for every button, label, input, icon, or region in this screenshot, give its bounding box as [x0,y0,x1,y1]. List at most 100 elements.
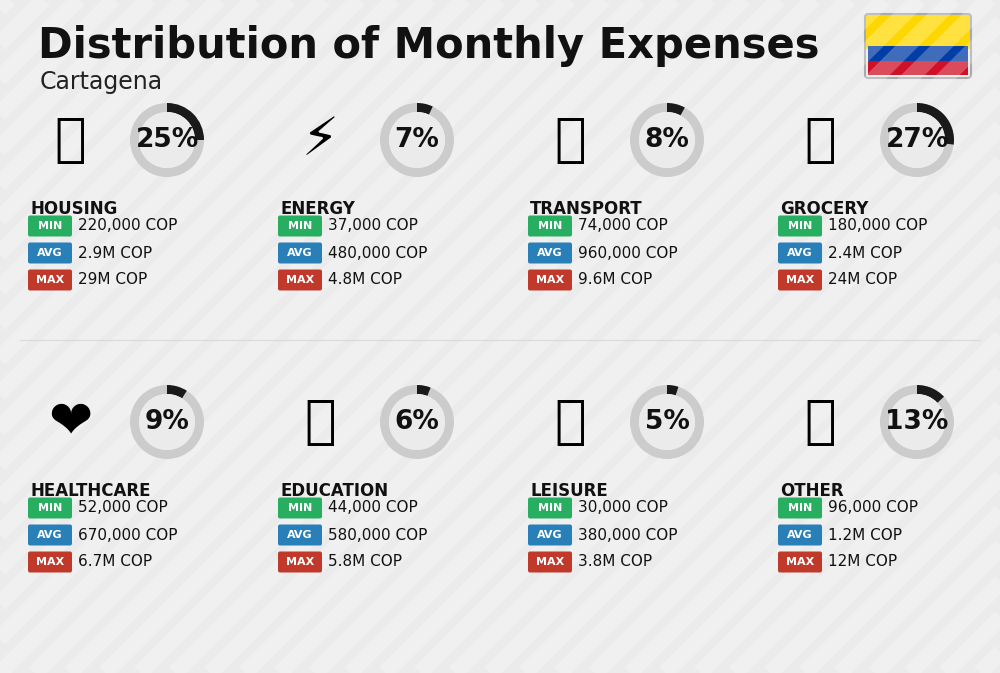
Wedge shape [130,385,204,459]
FancyBboxPatch shape [28,242,72,264]
Wedge shape [630,385,704,459]
Wedge shape [130,103,204,177]
Text: 9%: 9% [145,409,189,435]
Text: 9.6M COP: 9.6M COP [578,273,652,287]
Text: AVG: AVG [537,248,563,258]
FancyBboxPatch shape [778,215,822,236]
Circle shape [139,112,195,168]
Text: EDUCATION: EDUCATION [280,482,388,500]
FancyBboxPatch shape [528,524,572,546]
Text: 8%: 8% [645,127,689,153]
Text: 1.2M COP: 1.2M COP [828,528,902,542]
Wedge shape [880,103,954,177]
Text: 6%: 6% [395,409,439,435]
Text: 480,000 COP: 480,000 COP [328,246,427,260]
Text: 🛍: 🛍 [554,396,586,448]
Wedge shape [417,103,433,114]
Text: MAX: MAX [786,275,814,285]
Wedge shape [667,385,678,395]
Text: MAX: MAX [286,275,314,285]
Text: 25%: 25% [135,127,199,153]
Text: 220,000 COP: 220,000 COP [78,219,177,234]
Text: MIN: MIN [788,221,812,231]
Wedge shape [630,103,704,177]
Text: 37,000 COP: 37,000 COP [328,219,418,234]
Text: 52,000 COP: 52,000 COP [78,501,168,516]
Text: AVG: AVG [787,530,813,540]
Text: AVG: AVG [287,248,313,258]
Text: MAX: MAX [36,275,64,285]
Text: 670,000 COP: 670,000 COP [78,528,178,542]
Text: MIN: MIN [38,221,62,231]
FancyBboxPatch shape [778,497,822,518]
FancyBboxPatch shape [28,551,72,573]
Text: ❤: ❤ [48,396,92,448]
Wedge shape [167,385,187,398]
FancyBboxPatch shape [28,269,72,291]
FancyBboxPatch shape [778,551,822,573]
Text: 960,000 COP: 960,000 COP [578,246,678,260]
Text: 🚌: 🚌 [554,114,586,166]
Circle shape [639,112,695,168]
Text: HEALTHCARE: HEALTHCARE [30,482,150,500]
Text: AVG: AVG [537,530,563,540]
Text: 580,000 COP: 580,000 COP [328,528,427,542]
Text: ENERGY: ENERGY [280,200,355,218]
Text: MIN: MIN [538,221,562,231]
Wedge shape [917,385,944,403]
Text: TRANSPORT: TRANSPORT [530,200,643,218]
Text: HOUSING: HOUSING [30,200,117,218]
FancyBboxPatch shape [528,269,572,291]
Text: 30,000 COP: 30,000 COP [578,501,668,516]
Text: AVG: AVG [37,530,63,540]
Text: MIN: MIN [788,503,812,513]
Text: MIN: MIN [288,221,312,231]
Text: 4.8M COP: 4.8M COP [328,273,402,287]
Wedge shape [167,103,204,140]
Text: 29M COP: 29M COP [78,273,147,287]
Text: 🛒: 🛒 [804,114,836,166]
Text: 🏢: 🏢 [54,114,86,166]
FancyBboxPatch shape [778,269,822,291]
FancyBboxPatch shape [528,215,572,236]
Text: MAX: MAX [536,557,564,567]
FancyBboxPatch shape [778,524,822,546]
Wedge shape [417,385,431,396]
FancyBboxPatch shape [778,242,822,264]
Text: 5%: 5% [645,409,689,435]
Text: 74,000 COP: 74,000 COP [578,219,668,234]
Text: MAX: MAX [536,275,564,285]
FancyBboxPatch shape [528,242,572,264]
Text: ⚡: ⚡ [302,114,338,166]
Text: 3.8M COP: 3.8M COP [578,555,652,569]
Text: AVG: AVG [787,248,813,258]
FancyBboxPatch shape [28,497,72,518]
Text: MAX: MAX [286,557,314,567]
Text: 180,000 COP: 180,000 COP [828,219,927,234]
FancyBboxPatch shape [278,524,322,546]
Wedge shape [380,103,454,177]
Circle shape [639,394,695,450]
Text: 5.8M COP: 5.8M COP [328,555,402,569]
Text: 7%: 7% [395,127,439,153]
Text: AVG: AVG [287,530,313,540]
Text: 27%: 27% [885,127,949,153]
Text: MIN: MIN [288,503,312,513]
FancyBboxPatch shape [28,524,72,546]
Wedge shape [917,103,954,145]
Text: 380,000 COP: 380,000 COP [578,528,678,542]
FancyBboxPatch shape [528,551,572,573]
Text: 💰: 💰 [804,396,836,448]
FancyBboxPatch shape [28,215,72,236]
Circle shape [139,394,195,450]
Circle shape [889,112,945,168]
Bar [868,46,968,61]
Text: Cartagena: Cartagena [40,70,163,94]
Text: 2.9M COP: 2.9M COP [78,246,152,260]
Text: 24M COP: 24M COP [828,273,897,287]
Circle shape [889,394,945,450]
Wedge shape [880,385,954,459]
Text: MIN: MIN [538,503,562,513]
FancyBboxPatch shape [278,551,322,573]
FancyBboxPatch shape [278,269,322,291]
